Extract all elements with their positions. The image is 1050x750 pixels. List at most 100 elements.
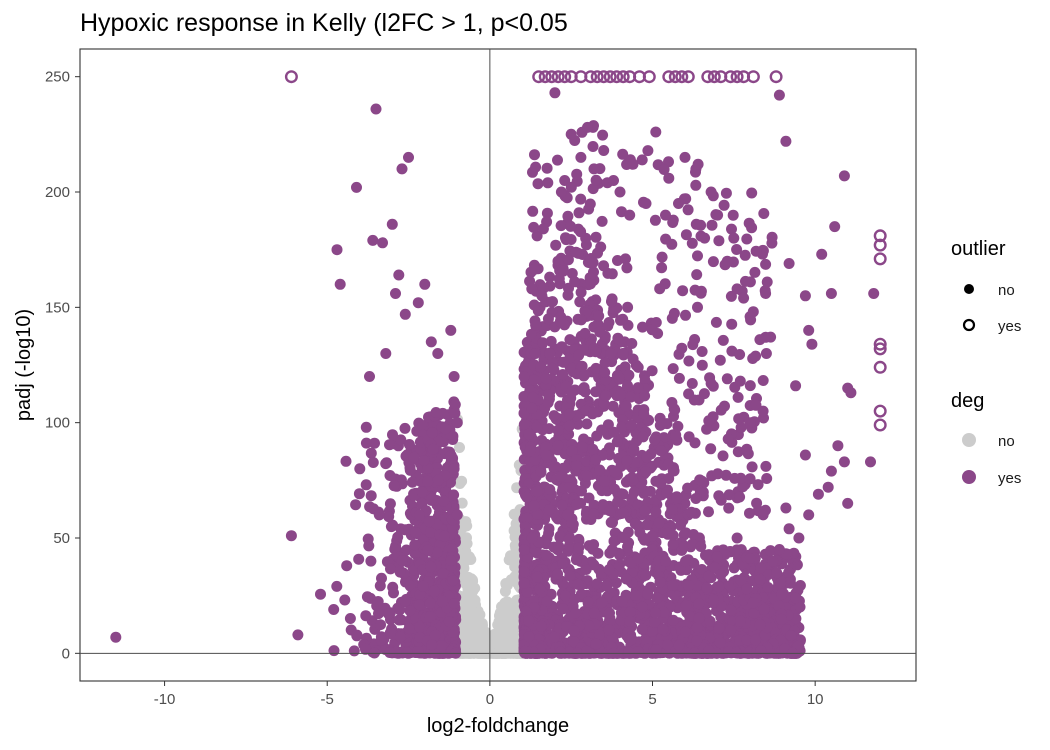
point-deg-yes: [448, 489, 460, 501]
point-deg-no: [456, 475, 468, 487]
point-deg-yes: [404, 464, 416, 476]
point-deg-yes: [373, 608, 384, 620]
point-deg-yes: [548, 631, 560, 643]
point-deg-yes: [757, 509, 769, 521]
point-deg-yes: [720, 469, 732, 481]
point-deg-yes: [331, 580, 343, 592]
point-deg-yes: [418, 455, 430, 466]
point-deg-yes: [775, 577, 786, 589]
point-deg-yes: [425, 336, 437, 348]
point-deg-yes: [582, 121, 593, 133]
point-deg-yes: [650, 506, 662, 518]
y-tick-label: 50: [53, 530, 70, 547]
point-deg-yes: [518, 371, 530, 383]
point-deg-yes: [403, 439, 415, 450]
point-deg-yes: [735, 574, 747, 586]
point-deg-yes: [413, 509, 425, 521]
point-deg-yes: [426, 493, 438, 505]
point-deg-yes: [655, 445, 667, 457]
point-deg-yes: [594, 464, 606, 476]
point-deg-yes: [639, 505, 651, 517]
point-deg-yes: [655, 478, 667, 489]
point-deg-yes: [783, 566, 795, 578]
point-deg-yes: [711, 551, 723, 563]
point-deg-yes: [691, 635, 703, 647]
point-deg-yes: [734, 491, 746, 503]
point-deg-yes: [523, 428, 535, 440]
point-deg-yes: [520, 605, 532, 617]
point-deg-yes: [578, 382, 590, 394]
point-deg-yes: [564, 408, 576, 420]
legend-outlier-no-label: no: [998, 282, 1015, 299]
point-deg-yes: [524, 445, 536, 457]
point-deg-yes: [628, 443, 640, 455]
point-deg-yes: [744, 311, 756, 323]
point-deg-yes: [554, 646, 566, 658]
point-deg-yes: [528, 374, 540, 386]
point-deg-yes: [580, 564, 592, 575]
point-deg-yes: [432, 474, 444, 486]
point-deg-yes: [410, 527, 421, 538]
point-deg-yes: [783, 523, 795, 535]
point-outlier: [873, 252, 887, 266]
point-deg-yes: [607, 517, 618, 528]
point-deg-yes: [642, 588, 654, 600]
point-outlier: [590, 70, 604, 84]
point-deg-yes: [634, 526, 646, 538]
point-deg-yes: [582, 596, 594, 608]
point-deg-yes: [690, 179, 702, 191]
point-deg-yes: [623, 646, 635, 658]
point-deg-yes: [451, 509, 463, 521]
point-deg-yes: [721, 255, 733, 267]
point-deg-yes: [624, 606, 636, 618]
point-deg-yes: [590, 346, 602, 358]
point-outlier: [610, 70, 624, 84]
point-deg-yes: [576, 485, 587, 497]
point-deg-yes: [360, 610, 372, 622]
point-deg-yes: [868, 288, 880, 299]
point-deg-yes: [668, 307, 680, 319]
point-deg-yes: [780, 502, 792, 514]
point-deg-yes: [575, 286, 587, 298]
point-deg-yes: [731, 283, 743, 295]
point-deg-yes: [570, 246, 582, 258]
point-outlier: [597, 70, 611, 84]
point-deg-yes: [739, 249, 751, 261]
point-deg-yes: [680, 309, 691, 321]
point-deg-yes: [616, 421, 628, 433]
point-outlier: [532, 70, 546, 84]
point-deg-no: [502, 646, 514, 658]
point-deg-yes: [608, 535, 620, 547]
point-deg-yes: [426, 427, 438, 439]
point-deg-yes: [752, 479, 764, 491]
point-deg-yes: [408, 451, 420, 463]
point-deg-yes: [617, 488, 629, 500]
point-deg-yes: [606, 293, 618, 305]
point-deg-yes: [590, 386, 602, 398]
point-deg-yes: [793, 532, 805, 544]
point-deg-yes: [760, 348, 772, 359]
point-deg-yes: [328, 604, 340, 615]
point-deg-yes: [637, 601, 648, 613]
point-deg-yes: [571, 168, 583, 180]
point-deg-yes: [632, 382, 644, 394]
point-deg-yes: [563, 482, 575, 493]
point-deg-yes: [771, 567, 783, 579]
point-deg-yes: [812, 488, 824, 500]
point-deg-yes: [561, 509, 573, 521]
point-outlier: [538, 70, 552, 84]
point-deg-yes: [544, 271, 556, 283]
y-tick-label: 250: [45, 69, 70, 86]
point-deg-yes: [622, 541, 633, 553]
point-deg-yes: [649, 607, 661, 619]
point-deg-yes: [390, 288, 401, 299]
point-deg-yes: [431, 546, 443, 558]
point-deg-yes: [523, 615, 535, 627]
point-deg-yes: [744, 553, 756, 564]
point-deg-yes: [429, 629, 441, 641]
point-deg-no: [461, 520, 473, 532]
y-tick-label: 200: [45, 184, 70, 201]
point-deg-yes: [603, 624, 615, 636]
point-deg-yes: [599, 357, 611, 369]
point-deg-yes: [425, 561, 437, 573]
